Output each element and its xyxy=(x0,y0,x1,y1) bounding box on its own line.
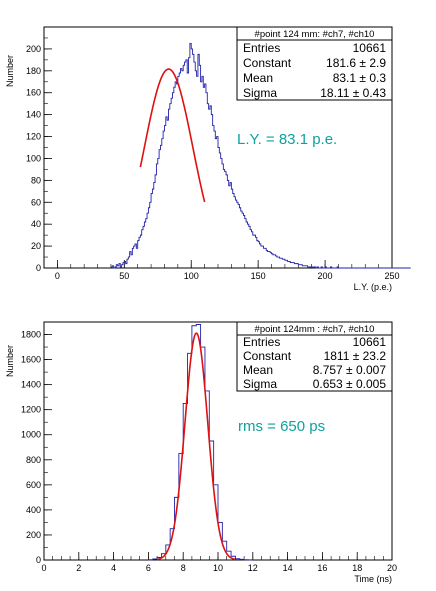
annotation-ly: L.Y. = 83.1 p.e. xyxy=(237,131,337,148)
x-tick-label: 18 xyxy=(352,563,362,573)
stats-row-label: Sigma xyxy=(243,377,277,391)
y-tick-label: 60 xyxy=(31,197,41,207)
x-tick-label: 100 xyxy=(184,271,199,281)
x-tick-label: 250 xyxy=(384,271,399,281)
x-tick-label: 16 xyxy=(317,563,327,573)
stats-box-title: #point 124 mm: #ch7, #ch10 xyxy=(255,29,375,40)
x-tick-label: 50 xyxy=(119,271,129,281)
histogram-steps xyxy=(147,324,254,561)
timing-histogram: Number Time (ns) rms = 650 ps 0200400600… xyxy=(5,321,397,584)
y-tick-label: 160 xyxy=(26,88,41,98)
stats-row-value: 0.653 ± 0.005 xyxy=(313,377,387,391)
y-tick-label: 400 xyxy=(26,505,41,515)
x-tick-label: 20 xyxy=(387,563,397,573)
y-axis-label: Number xyxy=(5,55,15,87)
x-tick-label: 2 xyxy=(76,563,81,573)
gaussian-fit-curve xyxy=(139,68,206,203)
x-tick-label: 200 xyxy=(318,271,333,281)
y-tick-label: 180 xyxy=(26,66,41,76)
y-tick-label: 200 xyxy=(26,530,41,540)
y-tick-label: 1200 xyxy=(21,405,41,415)
y-tick-label: 800 xyxy=(26,455,41,465)
x-axis-label: Time (ns) xyxy=(354,574,392,584)
y-tick-label: 600 xyxy=(26,480,41,490)
annotation-rms: rms = 650 ps xyxy=(238,418,325,435)
histogram-steps xyxy=(110,42,411,269)
y-tick-label: 0 xyxy=(36,263,41,273)
stats-row-label: Entries xyxy=(243,335,280,349)
x-tick-label: 10 xyxy=(213,563,223,573)
x-tick-label: 6 xyxy=(146,563,151,573)
x-tick-label: 12 xyxy=(248,563,258,573)
y-tick-label: 1600 xyxy=(21,355,41,365)
y-tick-label: 120 xyxy=(26,132,41,142)
stats-box xyxy=(236,26,393,101)
stats-row-value: 8.757 ± 0.007 xyxy=(313,363,387,377)
x-tick-label: 8 xyxy=(181,563,186,573)
light-yield-histogram: Number L.Y. (p.e.) L.Y. = 83.1 p.e. 0 20 4… xyxy=(5,26,411,292)
x-tick-label: 14 xyxy=(283,563,293,573)
x-tick-label: 0 xyxy=(41,563,46,573)
stats-row-label: Sigma xyxy=(243,86,277,100)
stats-row-label: Mean xyxy=(243,71,273,85)
stats-row-value: 18.11 ± 0.43 xyxy=(320,86,386,100)
x-axis-label: L.Y. (p.e.) xyxy=(354,282,392,292)
stats-row-label: Constant xyxy=(243,349,292,363)
stats-row-label: Constant xyxy=(243,56,292,70)
y-tick-label: 1000 xyxy=(21,430,41,440)
y-tick-label: 100 xyxy=(26,153,41,163)
stats-box xyxy=(236,321,393,392)
y-tick-label: 20 xyxy=(31,241,41,251)
stats-row-label: Mean xyxy=(243,363,273,377)
gaussian-fit-curve xyxy=(156,332,236,561)
y-tick-label: 200 xyxy=(26,44,41,54)
stats-row-value: 181.6 ± 2.9 xyxy=(326,56,386,70)
y-tick-label: 1800 xyxy=(21,330,41,340)
stats-row-value: 10661 xyxy=(353,41,387,55)
y-tick-label: 140 xyxy=(26,110,41,120)
y-tick-label: 0 xyxy=(36,555,41,565)
x-tick-label: 150 xyxy=(251,271,266,281)
stats-row-value: 10661 xyxy=(353,335,387,349)
x-tick-label: 0 xyxy=(55,271,60,281)
stats-row-value: 83.1 ± 0.3 xyxy=(333,71,387,85)
x-tick-label: 4 xyxy=(111,563,116,573)
stats-row-label: Entries xyxy=(243,41,280,55)
stats-row-value: 1811 ± 23.2 xyxy=(324,349,387,363)
y-tick-label: 80 xyxy=(31,175,41,185)
y-tick-label: 1400 xyxy=(21,380,41,390)
stats-box-title: #point 124mm : #ch7, #ch10 xyxy=(255,324,375,335)
y-tick-label: 40 xyxy=(31,219,41,229)
y-axis-label: Number xyxy=(5,345,15,377)
